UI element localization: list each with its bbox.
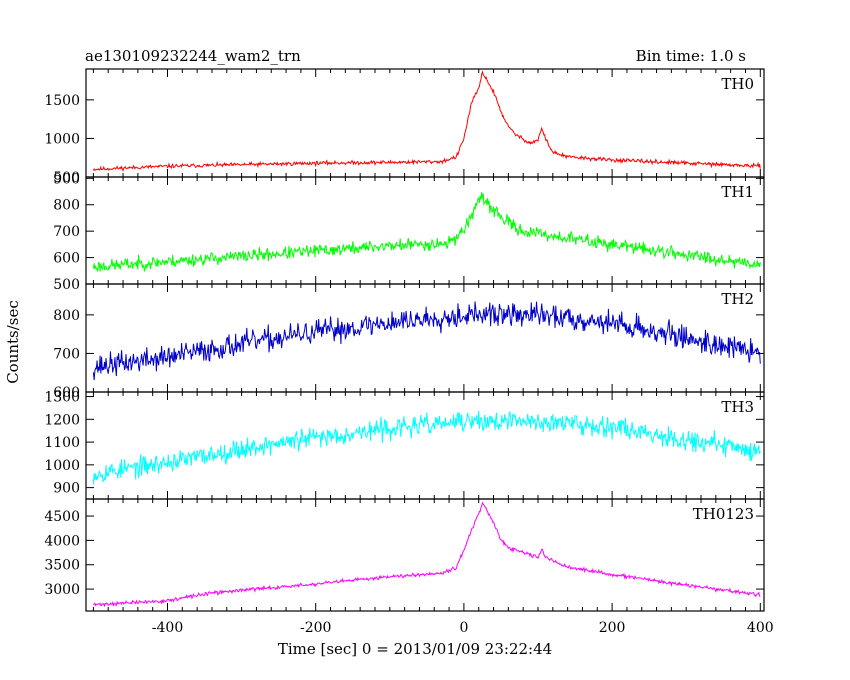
y-tick-label-th0123: 4000	[44, 533, 80, 549]
y-tick-label-th3: 1300	[44, 390, 80, 406]
series-label-th3: TH3	[721, 398, 754, 416]
series-label-th0: TH0	[721, 75, 754, 93]
x-tick-label: -200	[300, 620, 331, 636]
y-tick-label-th0: 500	[53, 170, 80, 186]
bin-time-label: Bin time: 1.0 s	[636, 47, 746, 65]
y-axis-label: Counts/sec	[4, 300, 22, 384]
panel-th0123: 3000 3500 4000 4500 TH0123 -400 -200 0 200 400	[44, 498, 774, 636]
y-tick-label-th0123: 3000	[44, 582, 80, 598]
y-tick-label-th0: 1500	[44, 93, 80, 109]
y-tick-label-th1: 700	[53, 224, 80, 240]
series-line-th2	[92, 301, 761, 381]
panel-frame-th0123	[85, 498, 765, 612]
y-tick-label-th2: 800	[53, 308, 80, 324]
chart-title: ae130109232244_wam2_trn	[85, 47, 301, 65]
y-tick-label-th3: 1100	[44, 435, 80, 451]
x-tick-label: -400	[152, 620, 183, 636]
x-tick-label: 0	[459, 620, 468, 636]
series-line-th0123	[93, 501, 761, 608]
y-tick-label-th0: 1000	[44, 131, 80, 147]
panel-th1: 500 600 700 800 900 TH1	[53, 171, 765, 293]
panel-th2: 600 700 800 TH2	[53, 283, 765, 401]
y-tick-label-th2: 600	[53, 385, 80, 401]
y-tick-label-th0123: 3500	[44, 558, 80, 574]
panel-frame-th1	[85, 176, 765, 285]
panel-stack: 500 1000 1500 TH0 500 600 700 800 900 TH1 600 700 80…	[44, 68, 774, 636]
y-tick-label-th3: 1000	[44, 458, 80, 474]
y-tick-label-th3: 1200	[44, 412, 80, 428]
x-tick-label: 400	[747, 620, 774, 636]
panel-frame-th2	[85, 283, 765, 393]
y-tick-label-th1: 900	[53, 171, 80, 187]
y-tick-label-th3: 900	[53, 481, 80, 497]
series-line-th0	[92, 70, 761, 173]
series-label-th2: TH2	[721, 290, 754, 308]
y-tick-label-th1: 800	[53, 198, 80, 214]
series-line-th1	[92, 192, 761, 272]
series-label-th0123: TH0123	[693, 505, 754, 523]
x-axis-label: Time [sec] 0 = 2013/01/09 23:22:44	[278, 640, 552, 658]
series-line-th3	[92, 410, 761, 485]
panel-th3: 900 1000 1100 1200 1300 TH3	[44, 390, 765, 500]
y-tick-label-th1: 600	[53, 251, 80, 267]
y-tick-label-th0123: 4500	[44, 509, 80, 525]
x-tick-label: 200	[599, 620, 626, 636]
y-tick-label-th2: 700	[53, 346, 80, 362]
panel-th0: 500 1000 1500 TH0	[44, 68, 765, 186]
y-tick-label-th1: 500	[53, 277, 80, 293]
series-label-th1: TH1	[721, 183, 754, 201]
